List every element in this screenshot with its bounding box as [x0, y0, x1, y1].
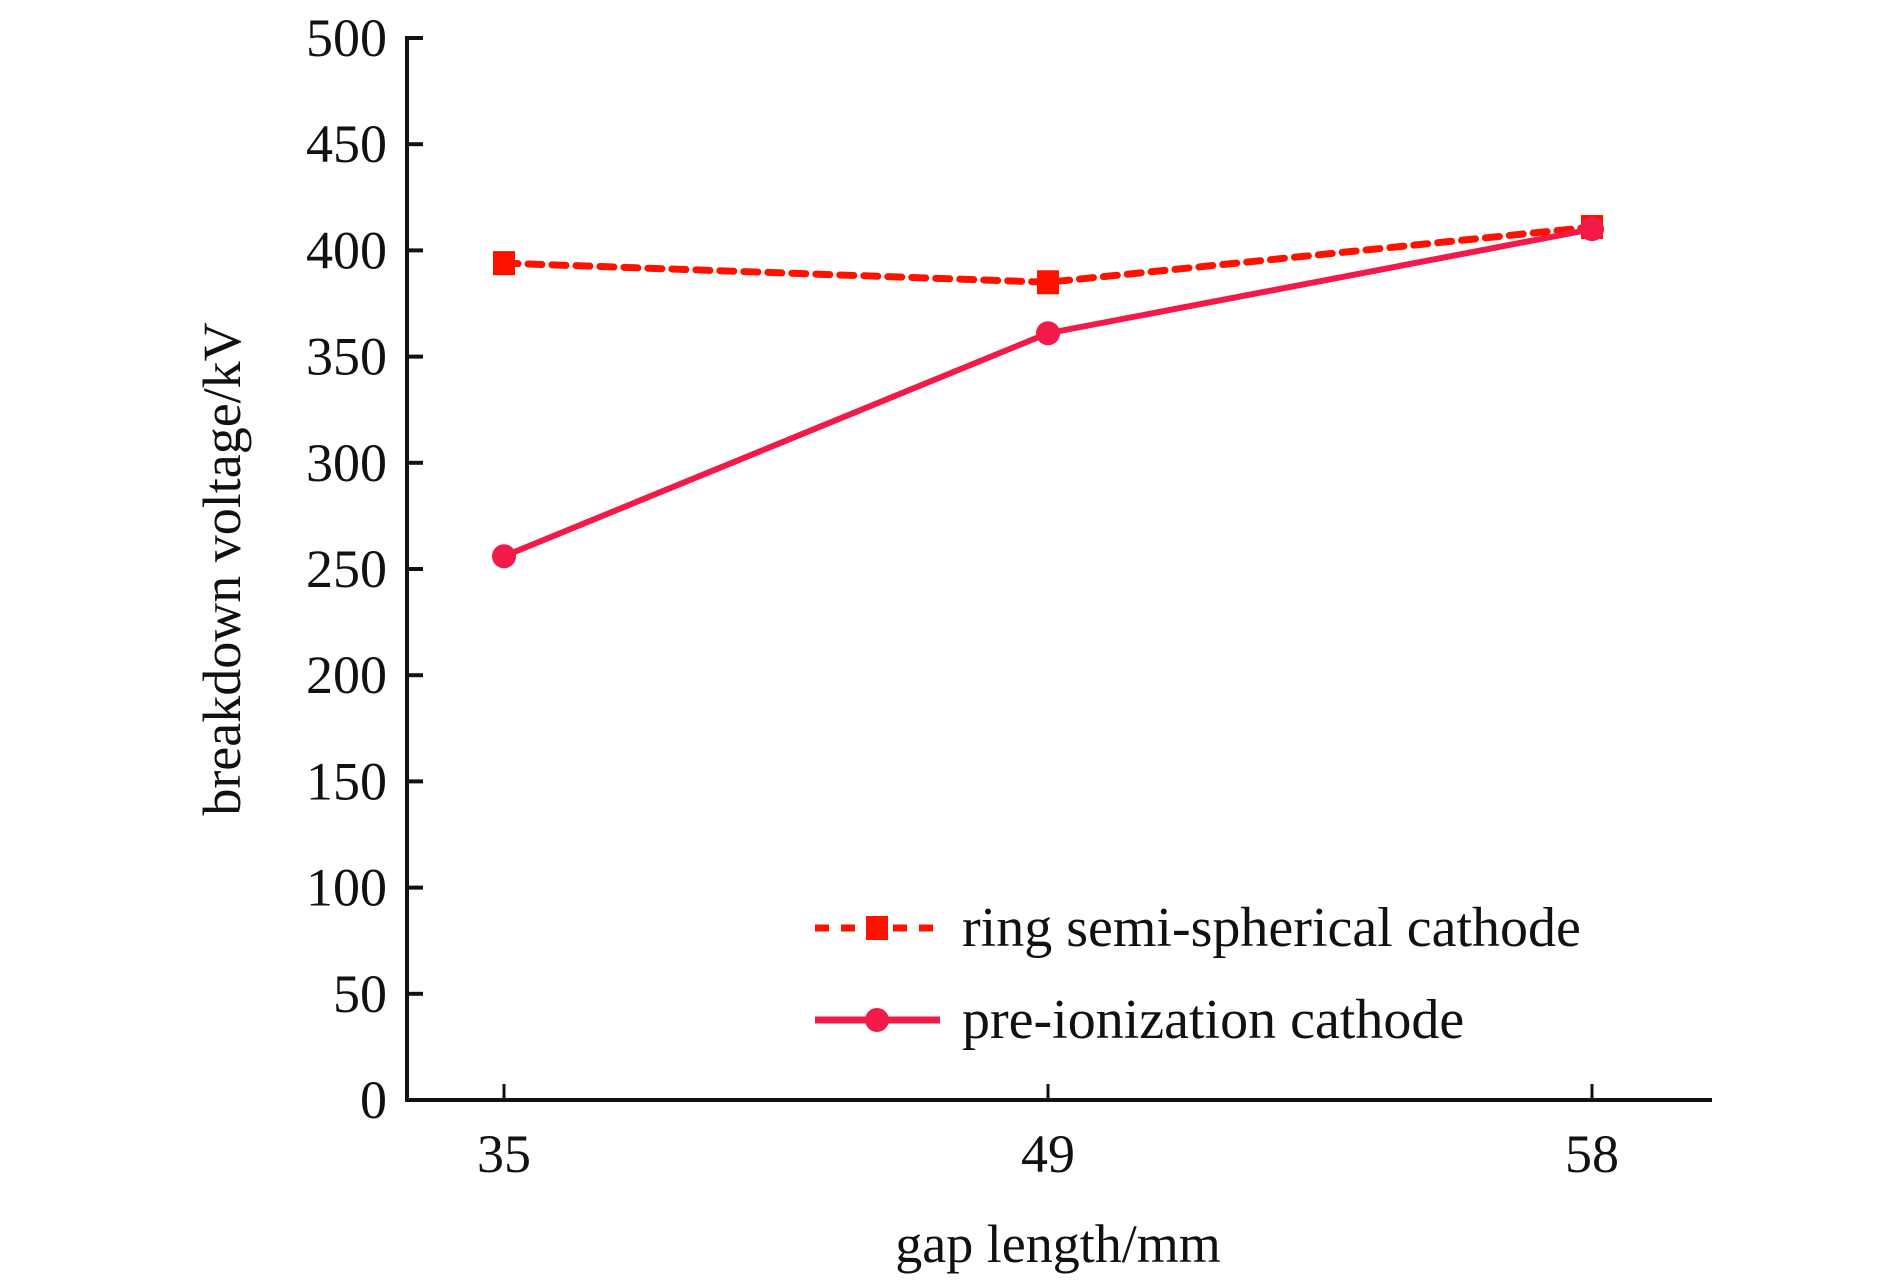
legend-label: ring semi-spherical cathode: [962, 897, 1581, 959]
legend: ring semi-spherical cathode pre-ionizatio…: [815, 897, 1581, 1051]
x-axis-title: gap length/mm: [895, 1214, 1220, 1274]
x-tick-label: 58: [1565, 1124, 1619, 1184]
x-ticks: 35 49 58: [477, 1084, 1619, 1184]
y-tick-label: 400: [306, 220, 387, 280]
series-ring-semi-spherical: [493, 215, 1603, 295]
y-tick-label: 450: [306, 114, 387, 174]
y-tick-label: 150: [306, 751, 387, 811]
y-tick-label: 100: [306, 858, 387, 918]
data-point-circle: [1036, 321, 1060, 346]
y-tick-label: 0: [360, 1070, 387, 1130]
y-ticks: 0 50 100 150 200 250 300 350 400 450 500: [306, 8, 423, 1130]
legend-item: pre-ionization cathode: [815, 989, 1464, 1051]
data-point-square: [1037, 270, 1059, 295]
y-tick-label: 300: [306, 433, 387, 493]
y-tick-label: 50: [333, 964, 387, 1024]
y-tick-label: 200: [306, 645, 387, 705]
y-tick-label: 500: [306, 8, 387, 68]
y-axis-title: breakdown voltage/kV: [192, 322, 252, 815]
legend-marker-circle: [865, 1008, 889, 1032]
data-point-circle: [492, 544, 516, 569]
x-tick-label: 35: [477, 1124, 531, 1184]
y-tick-label: 250: [306, 539, 387, 599]
legend-label: pre-ionization cathode: [962, 989, 1464, 1051]
data-point-square: [493, 251, 515, 276]
series-pre-ionization: [492, 217, 1604, 569]
legend-item: ring semi-spherical cathode: [815, 897, 1581, 959]
legend-marker-square: [866, 916, 888, 940]
y-tick-label: 350: [306, 327, 387, 387]
x-tick-label: 49: [1021, 1124, 1075, 1184]
data-point-circle: [1580, 217, 1604, 242]
series-layer: [492, 215, 1604, 569]
